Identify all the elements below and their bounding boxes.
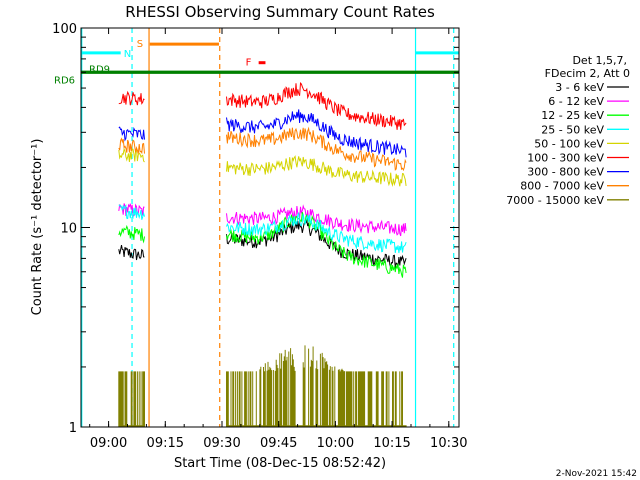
- legend-label-7: 800 - 7000 keV: [520, 180, 604, 193]
- flag-label-4: S: [137, 39, 143, 50]
- legend-label-6: 300 - 800 keV: [527, 166, 604, 179]
- x-tick-label-1: 09:15: [147, 436, 184, 451]
- series-group: [118, 81, 407, 427]
- legend-label-4: 50 - 100 keV: [534, 137, 604, 150]
- series-line-0-0: [118, 245, 145, 261]
- legend-label-5: 100 - 300 keV: [527, 152, 604, 165]
- axes-group: 09:00 09:15 09:30 09:45 10:00 10:15 10:30 1 10 10…: [52, 22, 467, 451]
- series-line-1-1: [226, 204, 407, 237]
- legend-header-0: Det 1,5,7,: [572, 54, 627, 67]
- series-line-4-0: [118, 147, 145, 163]
- y-tick-label-0: 1: [69, 421, 77, 436]
- legend-label-8: 7000 - 15000 keV: [506, 194, 604, 207]
- flag-bars: RD6 RD9 NS F: [54, 39, 459, 86]
- series-line-7-0: [118, 137, 145, 155]
- legend-header-1: FDecim 2, Att 0: [545, 67, 630, 80]
- legend-label-2: 12 - 25 keV: [541, 109, 604, 122]
- y-tick-label-2: 100: [52, 22, 77, 37]
- series-line-1-0: [118, 203, 145, 217]
- flag-label-0: RD6: [54, 75, 75, 86]
- series-line-3-0: [118, 204, 145, 220]
- timestamp: 2-Nov-2021 15:42: [556, 469, 637, 479]
- x-tick-label-2: 09:30: [203, 436, 240, 451]
- y-axis-label: Count Rate (s⁻¹ detector⁻¹): [30, 139, 45, 316]
- series-line-7-1: [226, 126, 407, 172]
- series-line-8-1: [226, 345, 407, 427]
- series-line-5-0: [118, 90, 145, 106]
- legend-label-3: 25 - 50 keV: [541, 123, 604, 136]
- series-line-3-1: [226, 211, 407, 254]
- x-tick-label-5: 10:15: [373, 436, 410, 451]
- series-line-4-1: [226, 155, 407, 187]
- y-tick-label-1: 10: [60, 222, 77, 237]
- series-line-6-1: [226, 109, 407, 158]
- series-line-6-0: [118, 126, 145, 142]
- x-axis-label: Start Time (08-Dec-15 08:52:42): [174, 456, 386, 471]
- flag-label-1: RD9: [89, 64, 110, 75]
- flag-label-2: N: [124, 49, 131, 60]
- x-tick-label-6: 10:30: [430, 436, 467, 451]
- x-tick-label-3: 09:45: [260, 436, 297, 451]
- series-line-5-1: [226, 81, 407, 130]
- series-line-2-0: [118, 224, 145, 244]
- flag-label-5: F: [246, 58, 252, 69]
- chart-title: RHESSI Observing Summary Count Rates: [125, 3, 435, 21]
- legend-label-1: 6 - 12 keV: [548, 95, 604, 108]
- series-line-8-0: [118, 371, 145, 427]
- x-tick-label-4: 10:00: [317, 436, 354, 451]
- series-line-0-1: [226, 218, 407, 269]
- legend-label-0: 3 - 6 keV: [555, 81, 604, 94]
- x-tick-label-0: 09:00: [90, 436, 127, 451]
